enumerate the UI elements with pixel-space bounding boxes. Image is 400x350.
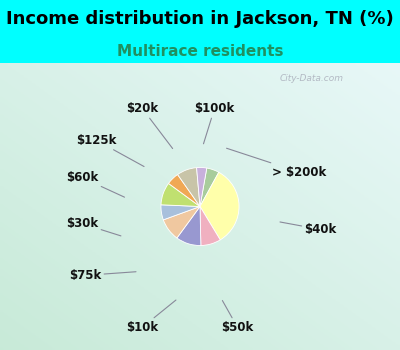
Text: Multirace residents: Multirace residents <box>117 44 283 59</box>
Wedge shape <box>200 172 239 240</box>
Wedge shape <box>163 206 200 238</box>
Text: $30k: $30k <box>66 217 121 236</box>
Wedge shape <box>178 168 200 206</box>
Text: City-Data.com: City-Data.com <box>280 75 344 84</box>
Text: $50k: $50k <box>221 301 254 334</box>
Wedge shape <box>161 183 200 206</box>
Wedge shape <box>177 206 201 246</box>
Wedge shape <box>200 206 220 245</box>
Text: > $200k: > $200k <box>226 148 326 178</box>
Text: $125k: $125k <box>76 134 144 167</box>
Text: $20k: $20k <box>126 103 173 148</box>
Text: $60k: $60k <box>66 171 124 197</box>
Text: $75k: $75k <box>69 269 136 282</box>
Text: $10k: $10k <box>126 300 176 334</box>
Wedge shape <box>168 175 200 206</box>
Wedge shape <box>200 168 219 206</box>
Text: Income distribution in Jackson, TN (%): Income distribution in Jackson, TN (%) <box>6 10 394 28</box>
Wedge shape <box>161 205 200 220</box>
Text: $100k: $100k <box>194 103 234 144</box>
Wedge shape <box>196 167 207 206</box>
Text: $40k: $40k <box>280 222 337 236</box>
